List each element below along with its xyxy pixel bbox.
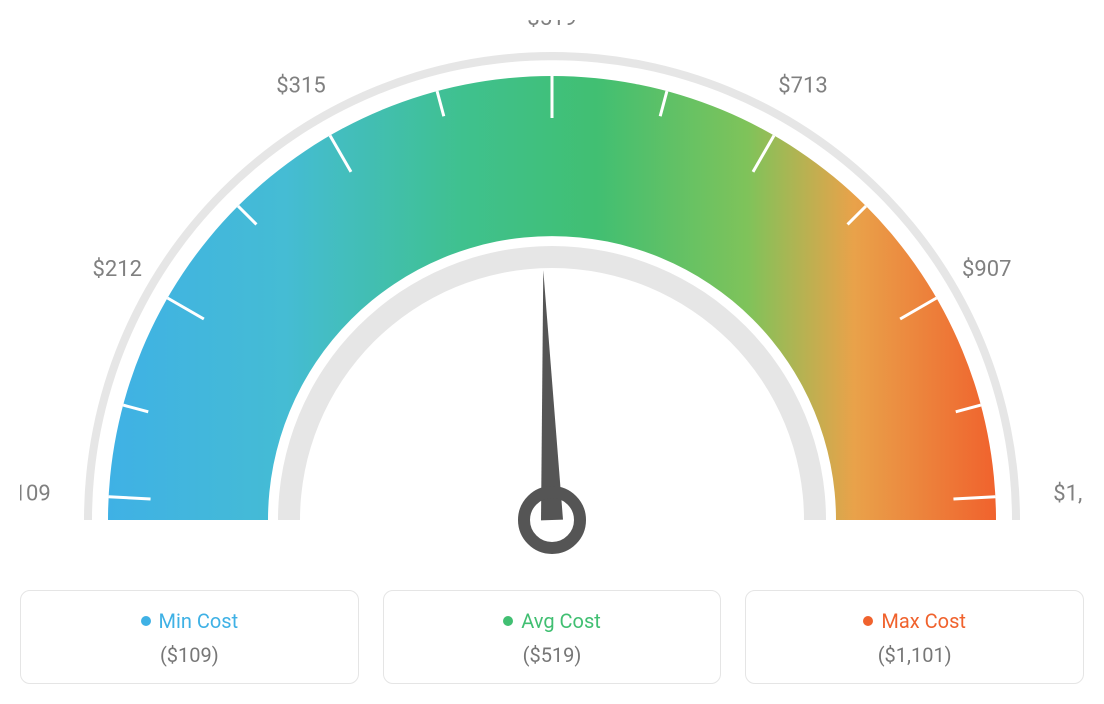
legend-title-min: Min Cost [141, 609, 239, 633]
legend-value: ($519) [404, 643, 701, 667]
dot-icon [141, 616, 151, 626]
gauge-chart-container: $109 $212 $315 $519 $713 $907 $1,101 Min Cost … [20, 20, 1084, 684]
gauge-tick-label: $315 [276, 73, 325, 98]
gauge-tick-label: $109 [20, 482, 51, 507]
gauge-tick-label: $713 [778, 73, 827, 98]
gauge-needle [541, 270, 563, 520]
legend-card-max: Max Cost ($1,101) [745, 590, 1084, 684]
legend-title-max: Max Cost [863, 609, 966, 633]
legend-label: Min Cost [159, 609, 239, 633]
gauge-tick-label: $212 [93, 257, 142, 282]
legend-card-avg: Avg Cost ($519) [383, 590, 722, 684]
legend-card-min: Min Cost ($109) [20, 590, 359, 684]
gauge-tick-label: $907 [962, 257, 1011, 282]
legend-value: ($109) [41, 643, 338, 667]
legend-label: Avg Cost [521, 609, 601, 633]
gauge-tick-label: $519 [527, 20, 576, 31]
legend-value: ($1,101) [766, 643, 1063, 667]
gauge-tick-label: $1,101 [1053, 482, 1084, 507]
legend-row: Min Cost ($109) Avg Cost ($519) Max Cost… [20, 590, 1084, 684]
legend-label: Max Cost [881, 609, 966, 633]
dot-icon [863, 616, 873, 626]
gauge-svg: $109 $212 $315 $519 $713 $907 $1,101 [20, 20, 1084, 580]
gauge-area: $109 $212 $315 $519 $713 $907 $1,101 [20, 20, 1084, 580]
dot-icon [503, 616, 513, 626]
legend-title-avg: Avg Cost [503, 609, 601, 633]
